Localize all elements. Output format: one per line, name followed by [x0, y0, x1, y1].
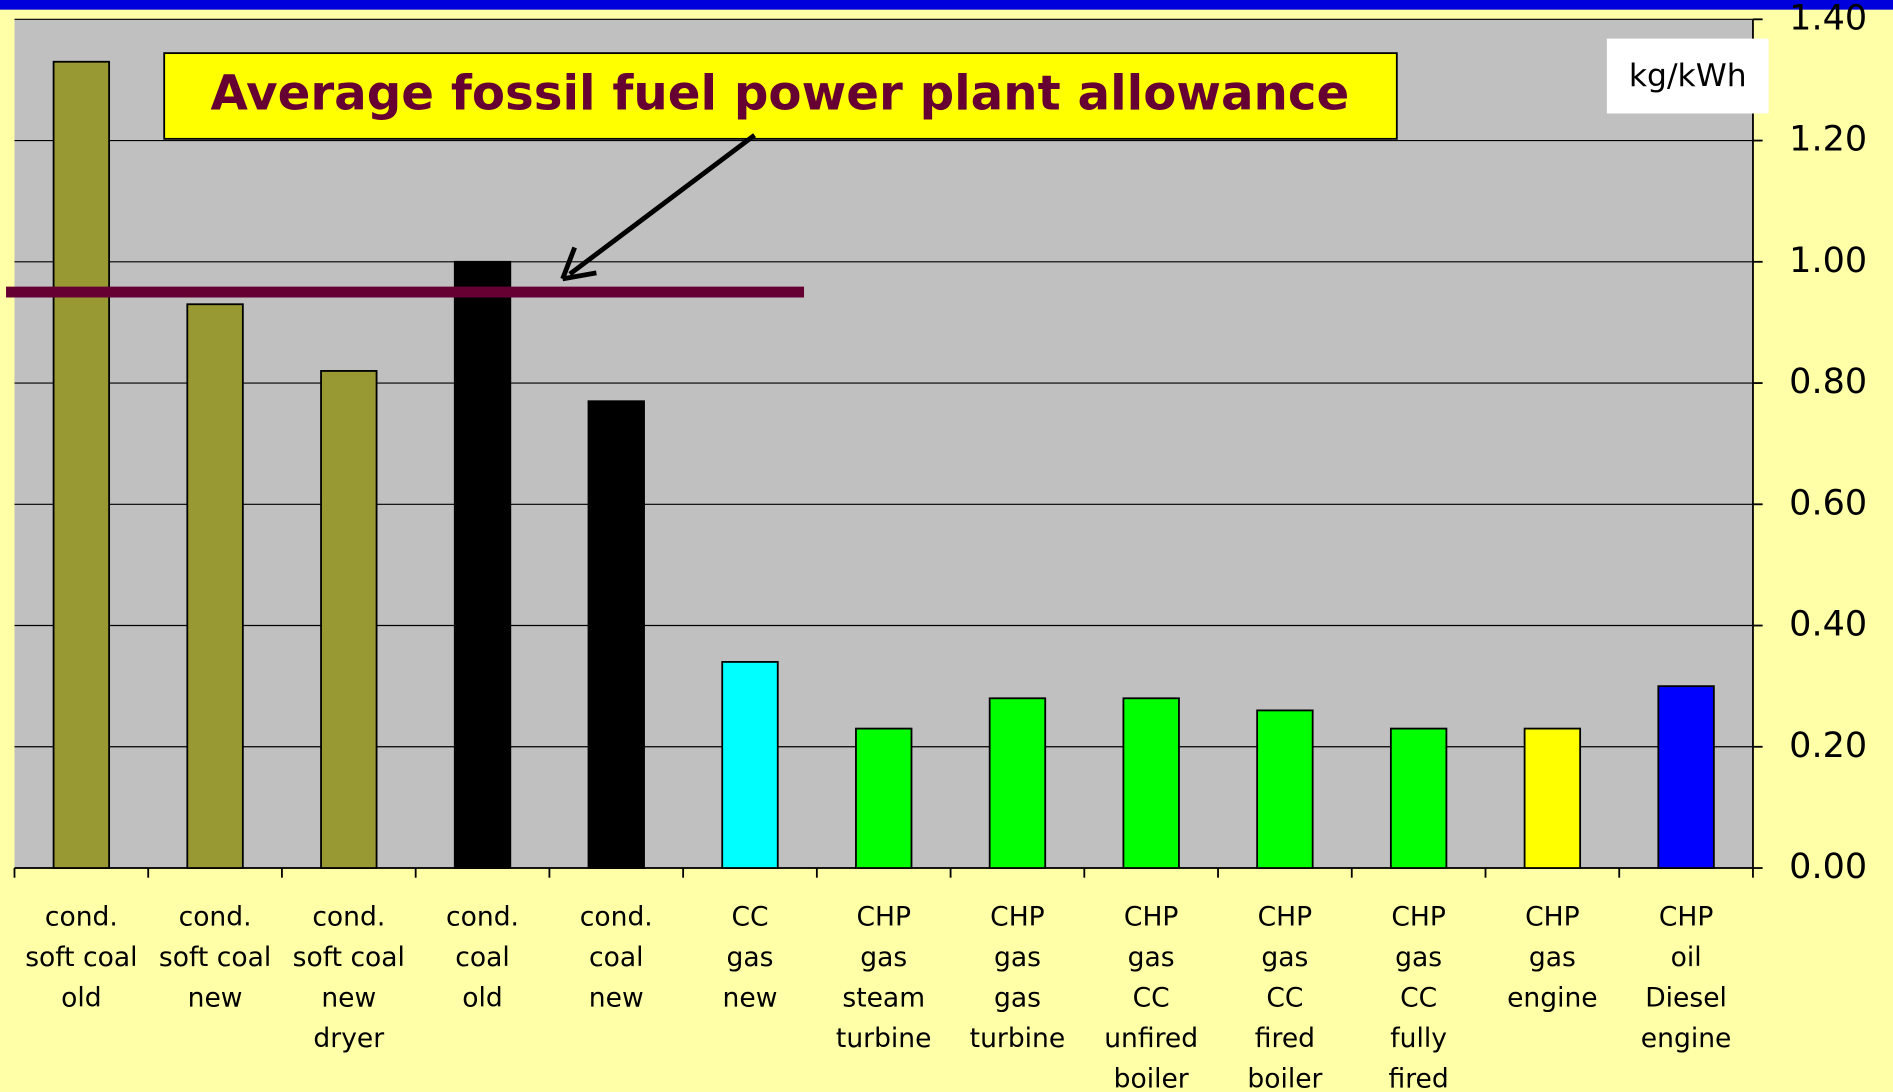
- x-tick-label-line: boiler: [1247, 1063, 1322, 1092]
- x-tick-label-line: CHP: [990, 901, 1045, 932]
- annotation-box: [163, 52, 1398, 140]
- x-tick-label-line: CHP: [1659, 901, 1714, 932]
- bar: [721, 661, 779, 869]
- x-tick-label-line: cond.: [312, 901, 385, 932]
- x-tick-label-line: soft coal: [293, 941, 405, 972]
- plot-area: [14, 19, 1753, 869]
- x-tick-label-line: gas: [1261, 941, 1308, 972]
- x-tick-label-line: old: [462, 982, 502, 1013]
- bar: [587, 400, 645, 869]
- x-tick-label-line: gas: [860, 941, 907, 972]
- y-tick-label: 0.40: [1789, 605, 1867, 645]
- x-tick-label-line: old: [61, 982, 101, 1013]
- y-tick-label: 0.00: [1789, 847, 1867, 887]
- x-tick-label-line: coal: [589, 941, 643, 972]
- x-tick-label-line: gas: [994, 941, 1041, 972]
- y-tick-label: 0.20: [1789, 726, 1867, 766]
- y-tick-label: 0.60: [1789, 483, 1867, 523]
- x-tick-label-line: CC: [731, 901, 768, 932]
- x-tick-label-line: oil: [1671, 941, 1702, 972]
- x-tick-label: CC gas new: [723, 901, 778, 1013]
- x-tick-label-line: soft coal: [159, 941, 271, 972]
- x-tick-label: cond. coal new: [580, 901, 653, 1013]
- x-tick-label-line: CC: [1266, 982, 1303, 1013]
- x-tick-label-line: fired: [1389, 1063, 1449, 1092]
- x-tick-label-line: turbine: [836, 1022, 932, 1053]
- x-tick-label-line: CC: [1133, 982, 1170, 1013]
- x-tick-label-line: fired: [1255, 1022, 1315, 1053]
- annotation-text: Average fossil fuel power plant allowanc…: [210, 66, 1349, 122]
- x-tick-label: cond. soft coal new dryer: [293, 901, 405, 1053]
- x-tick-label-line: CHP: [1124, 901, 1179, 932]
- bar: [1657, 685, 1715, 869]
- x-tick-label-line: gas: [1395, 941, 1442, 972]
- annotation-arrowhead: [560, 246, 597, 282]
- x-tick-label: cond. soft coal new: [159, 901, 271, 1013]
- x-tick-label-line: CC: [1400, 982, 1437, 1013]
- bar: [453, 260, 512, 869]
- x-tick-label-line: engine: [1507, 982, 1598, 1013]
- x-tick-label-line: Diesel: [1645, 982, 1727, 1013]
- bar: [1523, 727, 1582, 869]
- y-tick-label: 1.00: [1789, 241, 1867, 281]
- y-tick-label: 0.80: [1789, 362, 1867, 402]
- y-tick-label: 1.40: [1789, 0, 1867, 38]
- x-tick-label: CHP gas engine: [1507, 901, 1598, 1013]
- bar: [52, 60, 111, 869]
- x-tick-label: CHP gas gas turbine: [970, 901, 1066, 1053]
- bar: [855, 727, 913, 869]
- x-tick-label-line: gas: [1529, 941, 1576, 972]
- x-tick-label-line: new: [723, 982, 778, 1013]
- x-tick-label: CHP oil Diesel engine: [1641, 901, 1732, 1053]
- x-tick-label-line: gas: [1128, 941, 1175, 972]
- x-tick-label-line: turbine: [970, 1022, 1066, 1053]
- x-tick-label-line: fully: [1390, 1022, 1447, 1053]
- x-tick-label-line: gas: [994, 982, 1041, 1013]
- bar: [1122, 697, 1180, 869]
- x-tick-label-line: new: [188, 982, 243, 1013]
- x-tick-label-line: boiler: [1114, 1063, 1189, 1092]
- x-tick-label-line: cond.: [580, 901, 653, 932]
- x-tick-label: CHP gas steam turbine: [836, 901, 932, 1053]
- x-tick-label-line: soft coal: [25, 941, 137, 972]
- x-tick-label-line: unfired: [1104, 1022, 1198, 1053]
- x-tick-label: cond. coal old: [446, 901, 519, 1013]
- x-tick-label-line: engine: [1641, 1022, 1732, 1053]
- x-tick-label-line: steam: [842, 982, 925, 1013]
- bar: [988, 697, 1047, 869]
- y-tick-label: 1.20: [1789, 120, 1867, 160]
- x-tick-label-line: CHP: [1391, 901, 1446, 932]
- x-tick-label: cond. soft coal old: [25, 901, 137, 1013]
- x-tick-label-line: cond.: [179, 901, 252, 932]
- x-tick-label-line: cond.: [45, 901, 118, 932]
- x-tick-label: CHP gas CC unfired boiler: [1104, 901, 1198, 1092]
- x-tick-label: CHP gas CC fired boiler: [1247, 901, 1322, 1092]
- bar: [186, 303, 244, 869]
- annotation-arrow: [568, 133, 756, 276]
- x-tick-label-line: gas: [727, 941, 774, 972]
- unit-label: kg/kWh: [1629, 58, 1747, 94]
- unit-box: [1606, 38, 1769, 114]
- bar: [1389, 727, 1448, 869]
- x-tick-label-line: dryer: [313, 1022, 384, 1053]
- bar: [320, 370, 378, 869]
- x-tick-label-line: CHP: [1258, 901, 1313, 932]
- top-band: [0, 0, 1893, 10]
- x-tick-label-line: CHP: [1525, 901, 1580, 932]
- x-tick-label-line: new: [321, 982, 376, 1013]
- x-tick-label: CHP gas CC fully fired: [1389, 901, 1449, 1092]
- x-tick-label-line: CHP: [856, 901, 911, 932]
- x-tick-label-line: cond.: [446, 901, 519, 932]
- x-tick-label-line: new: [589, 982, 644, 1013]
- x-tick-label-line: coal: [455, 941, 509, 972]
- bar: [1256, 709, 1314, 869]
